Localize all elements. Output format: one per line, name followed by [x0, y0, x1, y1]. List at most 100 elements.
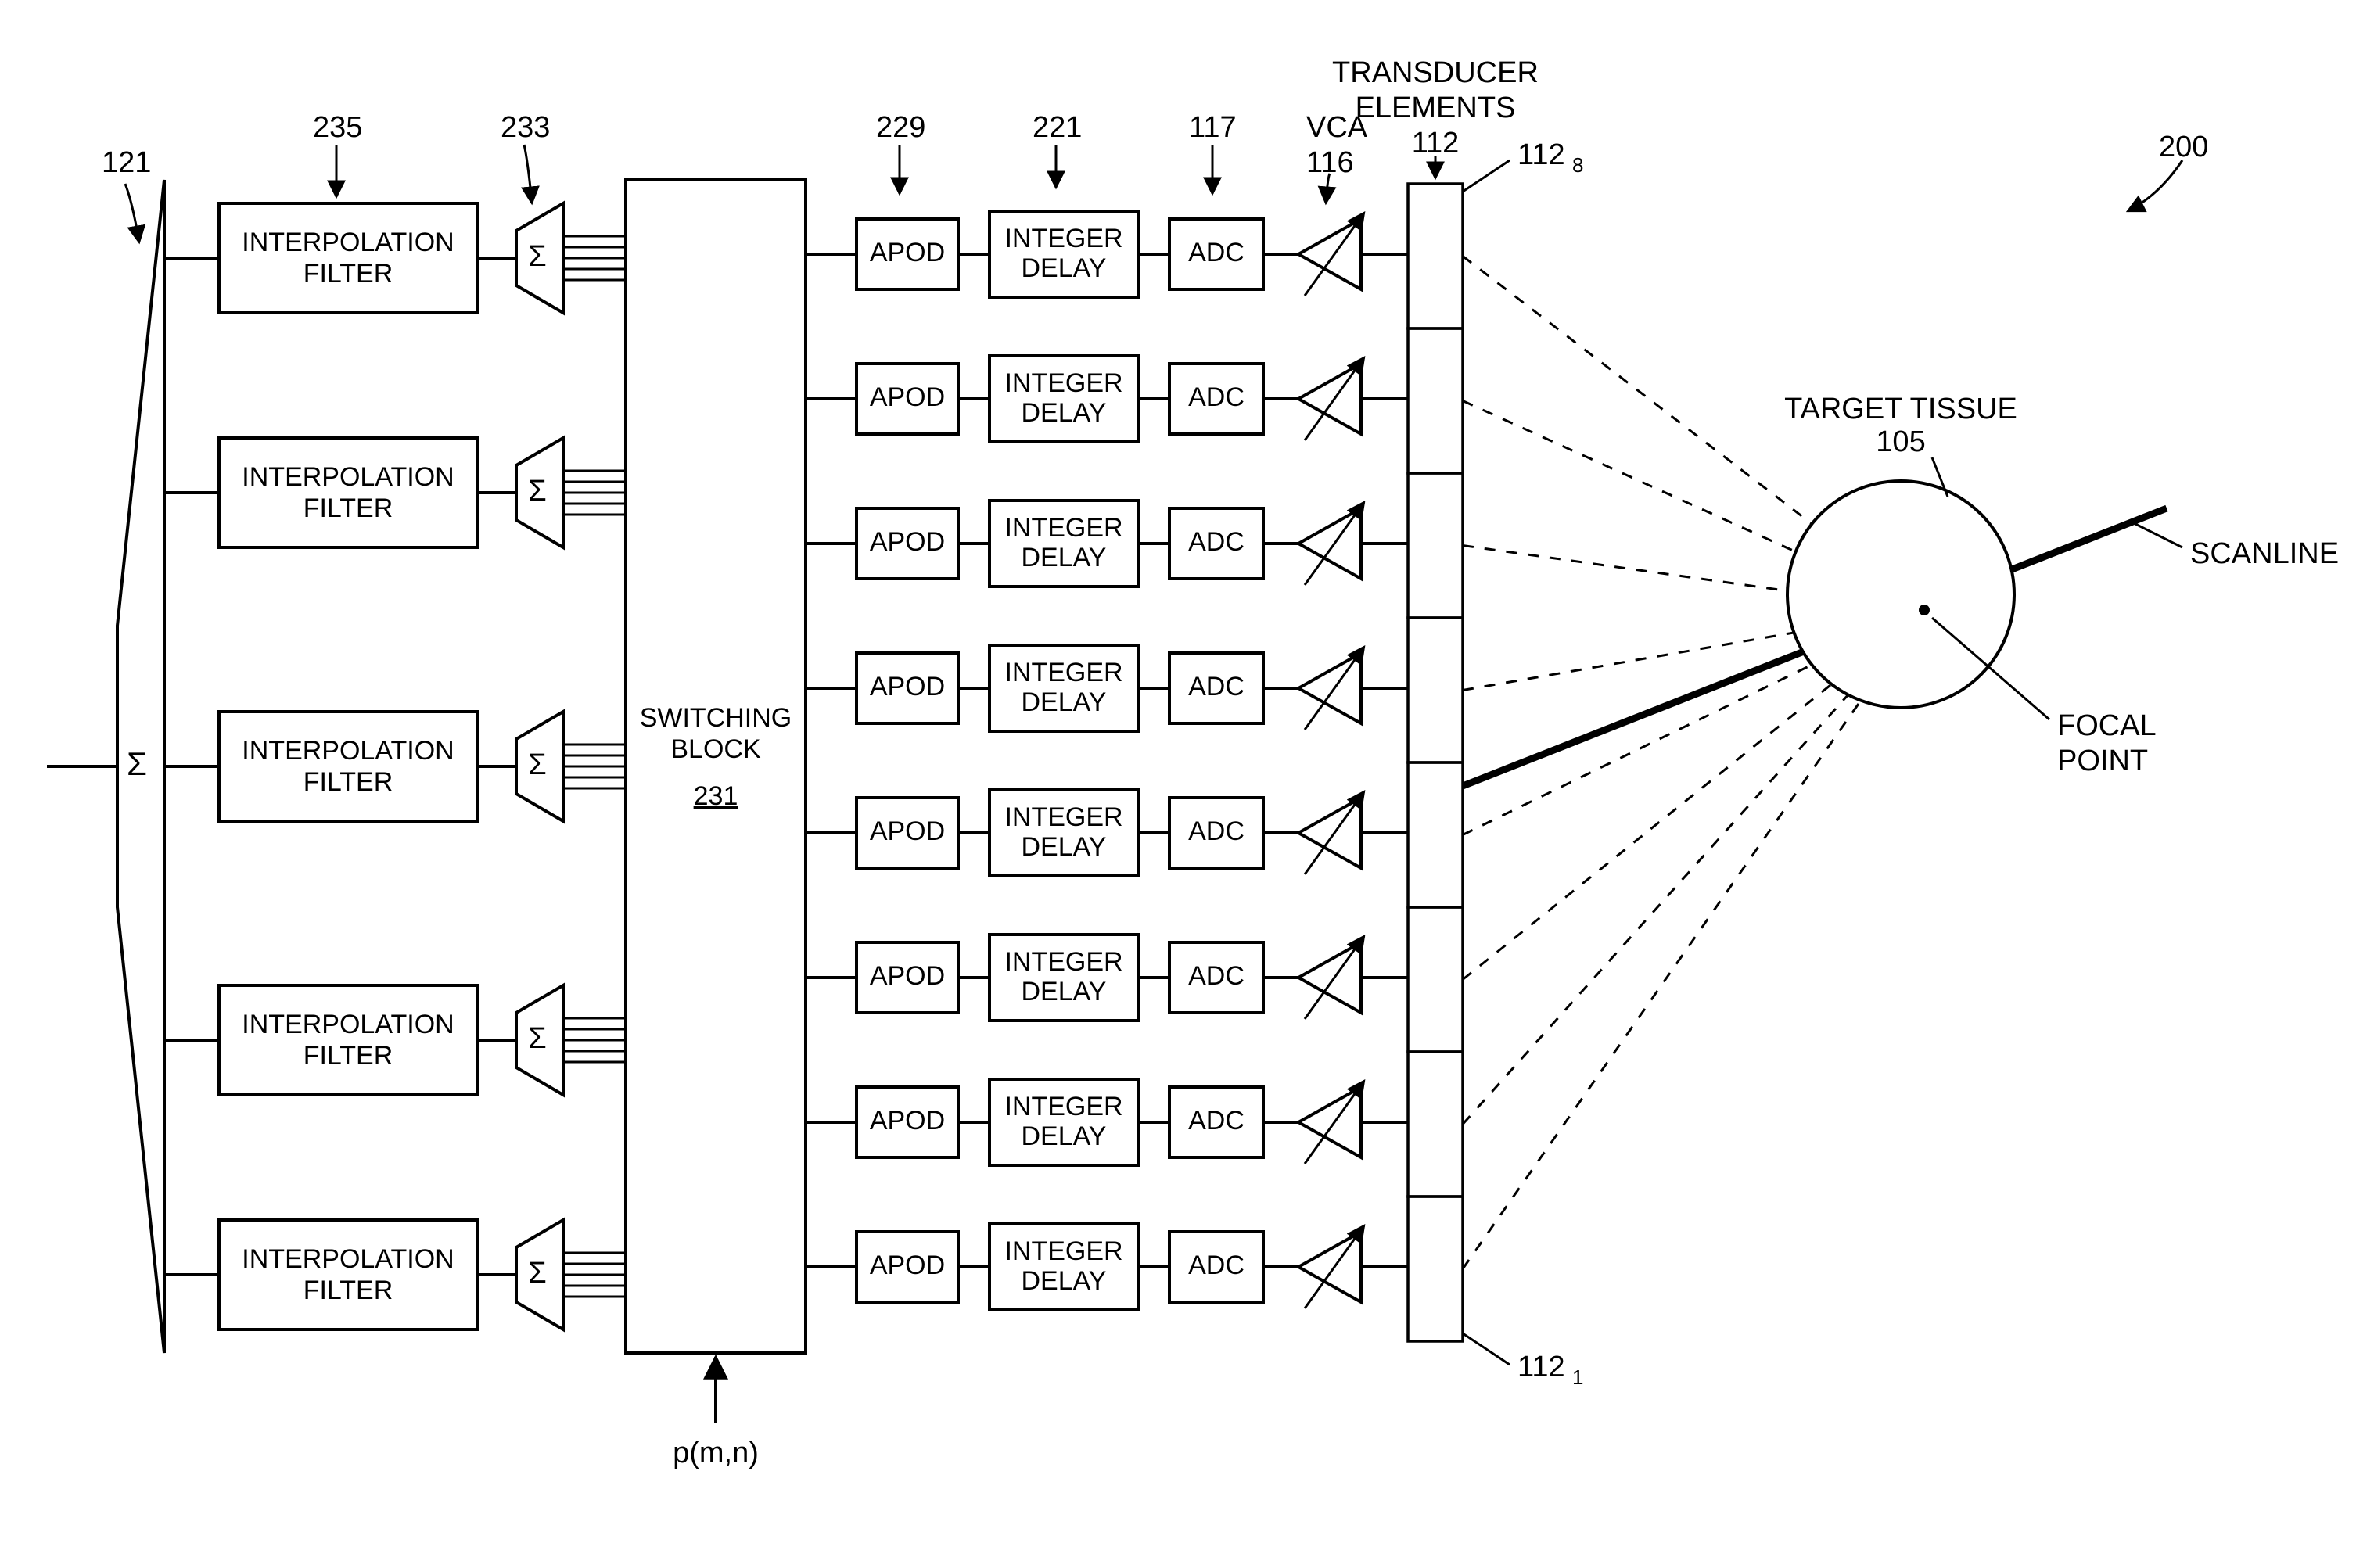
figure-ref-pointer [2128, 160, 2182, 211]
ref-221: 221 [1033, 111, 1082, 144]
svg-text:FILTER: FILTER [303, 767, 393, 797]
pmn-label: p(m,n) [673, 1437, 759, 1469]
target-tissue [1787, 481, 2014, 708]
transducer-element [1408, 328, 1463, 473]
interpolation-filter: INTERPOLATIONFILTER [219, 712, 477, 821]
svg-text:231: 231 [694, 781, 738, 811]
svg-text:105: 105 [1876, 425, 1925, 458]
svg-text:INTEGER: INTEGER [1004, 1236, 1122, 1266]
svg-text:ADC: ADC [1188, 382, 1244, 412]
ref-235: 235 [313, 111, 362, 144]
transducer-element [1408, 473, 1463, 618]
svg-text:ADC: ADC [1188, 672, 1244, 701]
svg-text:INTERPOLATION: INTERPOLATION [242, 462, 454, 492]
transducer-element [1408, 907, 1463, 1052]
svg-text:INTEGER: INTEGER [1004, 658, 1122, 687]
svg-text:DELAY: DELAY [1022, 543, 1107, 572]
svg-text:1: 1 [1572, 1365, 1583, 1389]
svg-text:APOD: APOD [870, 816, 945, 846]
transducer-ref-top: 112 [1517, 138, 1565, 171]
svg-text:INTERPOLATION: INTERPOLATION [242, 1244, 454, 1274]
svg-text:ELEMENTS: ELEMENTS [1356, 91, 1516, 124]
svg-text:ADC: ADC [1188, 1250, 1244, 1280]
svg-text:DELAY: DELAY [1022, 1121, 1107, 1151]
svg-text:INTEGER: INTEGER [1004, 224, 1122, 253]
target-tissue-label: TARGET TISSUE [1784, 393, 2017, 425]
svg-text:INTEGER: INTEGER [1004, 1092, 1122, 1121]
switching-block [626, 180, 806, 1353]
ref-233: 233 [501, 111, 550, 144]
svg-text:INTEGER: INTEGER [1004, 513, 1122, 543]
svg-text:BLOCK: BLOCK [670, 734, 761, 764]
svg-text:ADC: ADC [1188, 961, 1244, 991]
svg-text:APOD: APOD [870, 238, 945, 267]
sigma-icon: Σ [528, 1022, 547, 1055]
ref-121: 121 [102, 146, 151, 179]
svg-text:DELAY: DELAY [1022, 398, 1107, 428]
channel-row: APOD INTEGERDELAY ADC [806, 935, 1408, 1021]
svg-text:INTERPOLATION: INTERPOLATION [242, 1010, 454, 1039]
svg-text:APOD: APOD [870, 1106, 945, 1136]
figure-ref: 200 [2159, 131, 2208, 163]
svg-text:ADC: ADC [1188, 1106, 1244, 1136]
interpolation-filter: INTERPOLATIONFILTER [219, 203, 477, 313]
sigma-icon: Σ [528, 1257, 547, 1290]
svg-text:8: 8 [1572, 153, 1583, 177]
sigma-icon: Σ [528, 240, 547, 273]
focal-point-label: FOCAL [2057, 709, 2157, 742]
diagram-root: ΣINTERPOLATIONFILTERΣINTERPOLATIONFILTER… [0, 0, 2374, 1568]
sigma-icon: Σ [528, 475, 547, 508]
ref-229: 229 [876, 111, 925, 144]
interpolation-filter: INTERPOLATIONFILTER [219, 1220, 477, 1329]
svg-text:SWITCHING: SWITCHING [640, 703, 792, 733]
svg-text:DELAY: DELAY [1022, 832, 1107, 862]
focal-point-icon [1919, 605, 1930, 615]
ref-117: 117 [1189, 111, 1237, 144]
svg-text:APOD: APOD [870, 527, 945, 557]
ref-pointer [125, 184, 139, 242]
svg-text:APOD: APOD [870, 672, 945, 701]
svg-text:FILTER: FILTER [303, 1276, 393, 1305]
svg-text:DELAY: DELAY [1022, 977, 1107, 1006]
svg-text:INTERPOLATION: INTERPOLATION [242, 228, 454, 257]
sigma-icon: Σ [127, 745, 147, 782]
svg-text:112: 112 [1412, 127, 1460, 160]
svg-text:FILTER: FILTER [303, 493, 393, 523]
scanline-label: SCANLINE [2190, 537, 2339, 570]
transducer-element [1408, 184, 1463, 328]
ref-pointer [524, 145, 532, 203]
transducer-element [1408, 1052, 1463, 1197]
transducer-element [1408, 762, 1463, 907]
channel-row: APOD INTEGERDELAY ADC [806, 211, 1408, 297]
transducer-ref-bot: 112 [1517, 1351, 1565, 1383]
transducer-element [1408, 1197, 1463, 1341]
svg-text:INTEGER: INTEGER [1004, 947, 1122, 977]
svg-text:FILTER: FILTER [303, 259, 393, 289]
svg-text:FILTER: FILTER [303, 1041, 393, 1071]
svg-text:APOD: APOD [870, 382, 945, 412]
transducer-elements [1408, 184, 1463, 1341]
channel-row: APOD INTEGERDELAY ADC [806, 790, 1408, 876]
svg-text:INTEGER: INTEGER [1004, 802, 1122, 832]
channel-row: APOD INTEGERDELAY ADC [806, 356, 1408, 442]
svg-text:ADC: ADC [1188, 816, 1244, 846]
svg-text:DELAY: DELAY [1022, 253, 1107, 283]
channel-row: APOD INTEGERDELAY ADC [806, 645, 1408, 731]
svg-text:INTERPOLATION: INTERPOLATION [242, 736, 454, 766]
svg-text:ADC: ADC [1188, 527, 1244, 557]
svg-text:APOD: APOD [870, 961, 945, 991]
svg-text:DELAY: DELAY [1022, 687, 1107, 717]
beam-ray [1463, 610, 1924, 1269]
svg-text:DELAY: DELAY [1022, 1266, 1107, 1296]
channel-row: APOD INTEGERDELAY ADC [806, 1079, 1408, 1165]
svg-text:INTEGER: INTEGER [1004, 368, 1122, 398]
svg-text:APOD: APOD [870, 1250, 945, 1280]
svg-text:POINT: POINT [2057, 745, 2148, 777]
transducer-element [1408, 618, 1463, 762]
sigma-icon: Σ [528, 748, 547, 781]
svg-text:ADC: ADC [1188, 238, 1244, 267]
transducer-label: TRANSDUCER [1332, 56, 1539, 89]
channel-row: APOD INTEGERDELAY ADC [806, 501, 1408, 587]
interpolation-filter: INTERPOLATIONFILTER [219, 985, 477, 1095]
interpolation-filter: INTERPOLATIONFILTER [219, 438, 477, 547]
